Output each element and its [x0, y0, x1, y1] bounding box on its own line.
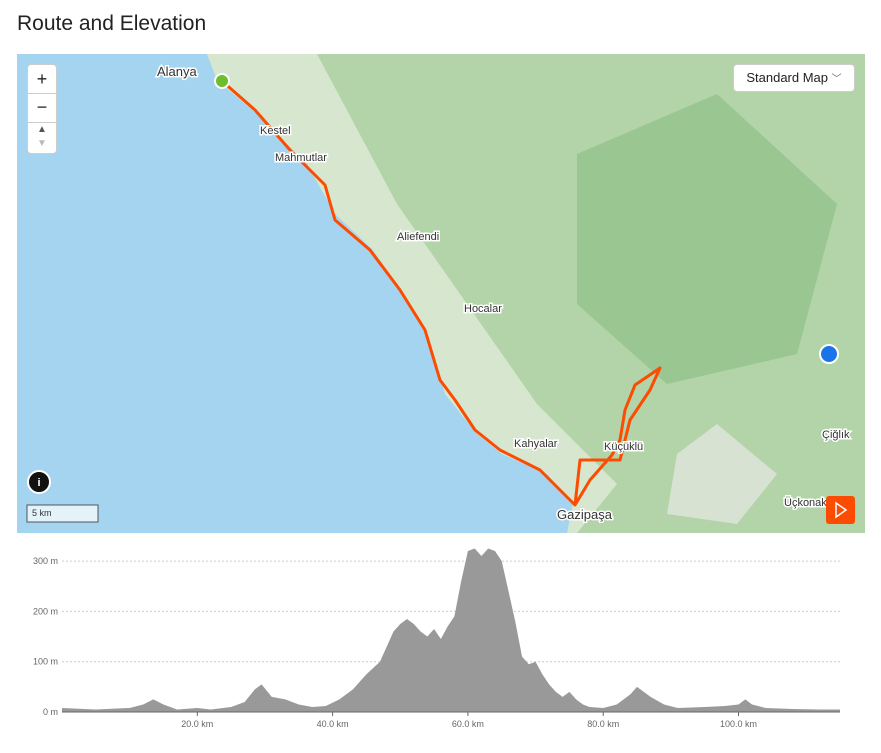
- zoom-in-button[interactable]: +: [27, 64, 57, 94]
- map-canvas: Alanya Kestel Mahmutlar Aliefendi Hocala…: [17, 54, 865, 533]
- x-tick-label: 80.0 km: [587, 719, 619, 729]
- map-type-select[interactable]: Standard Map ﹀: [733, 64, 855, 92]
- x-tick-label: 60.0 km: [452, 719, 484, 729]
- map: Alanya Kestel Mahmutlar Aliefendi Hocala…: [17, 54, 865, 533]
- map-label: Aliefendi: [397, 231, 439, 243]
- sea: [17, 54, 573, 533]
- page-title: Route and Elevation: [17, 12, 207, 35]
- x-tick-label: 100.0 km: [720, 719, 757, 729]
- elevation-chart: 0 m 100 m 200 m 300 m 20.0 km 40.0 km 60.0 km 8…: [33, 548, 840, 729]
- route: [221, 79, 662, 507]
- y-tick-label: 300 m: [33, 556, 58, 566]
- map-label: Küçüklü: [604, 441, 643, 453]
- elevation-area: [62, 548, 840, 712]
- flyover-button[interactable]: [826, 496, 855, 524]
- map-label: Hocalar: [464, 303, 502, 315]
- y-tick-label: 100 m: [33, 657, 58, 667]
- map-type-label[interactable]: Standard Map: [746, 70, 829, 85]
- map-label: Gazipaşa: [557, 507, 613, 522]
- map-label: Kahyalar: [514, 438, 558, 450]
- x-tick-label: 20.0 km: [181, 719, 213, 729]
- map-label: Alanya: [157, 64, 198, 79]
- hills: [577, 94, 837, 384]
- y-tick-label: 200 m: [33, 606, 58, 616]
- map-label: Üçkonak: [784, 497, 827, 509]
- scale-bar: [26, 504, 99, 523]
- map-label: Mahmutlar: [275, 152, 327, 164]
- x-tick-label: 40.0 km: [317, 719, 349, 729]
- zoom-out-button[interactable]: −: [27, 93, 57, 123]
- info-icon[interactable]: i: [37, 477, 40, 489]
- map-label: Kestel: [260, 125, 291, 137]
- valley: [667, 424, 777, 524]
- viewpoint-marker[interactable]: [819, 344, 839, 364]
- play-icon[interactable]: [835, 501, 848, 519]
- route-start: [214, 73, 230, 89]
- y-tick-label: 0 m: [43, 707, 58, 717]
- scale-label: 5 km: [32, 508, 52, 518]
- compass-button[interactable]: ▲ ▼: [27, 122, 57, 154]
- info-button[interactable]: [27, 470, 51, 494]
- map-label: Çiğlık: [822, 429, 850, 441]
